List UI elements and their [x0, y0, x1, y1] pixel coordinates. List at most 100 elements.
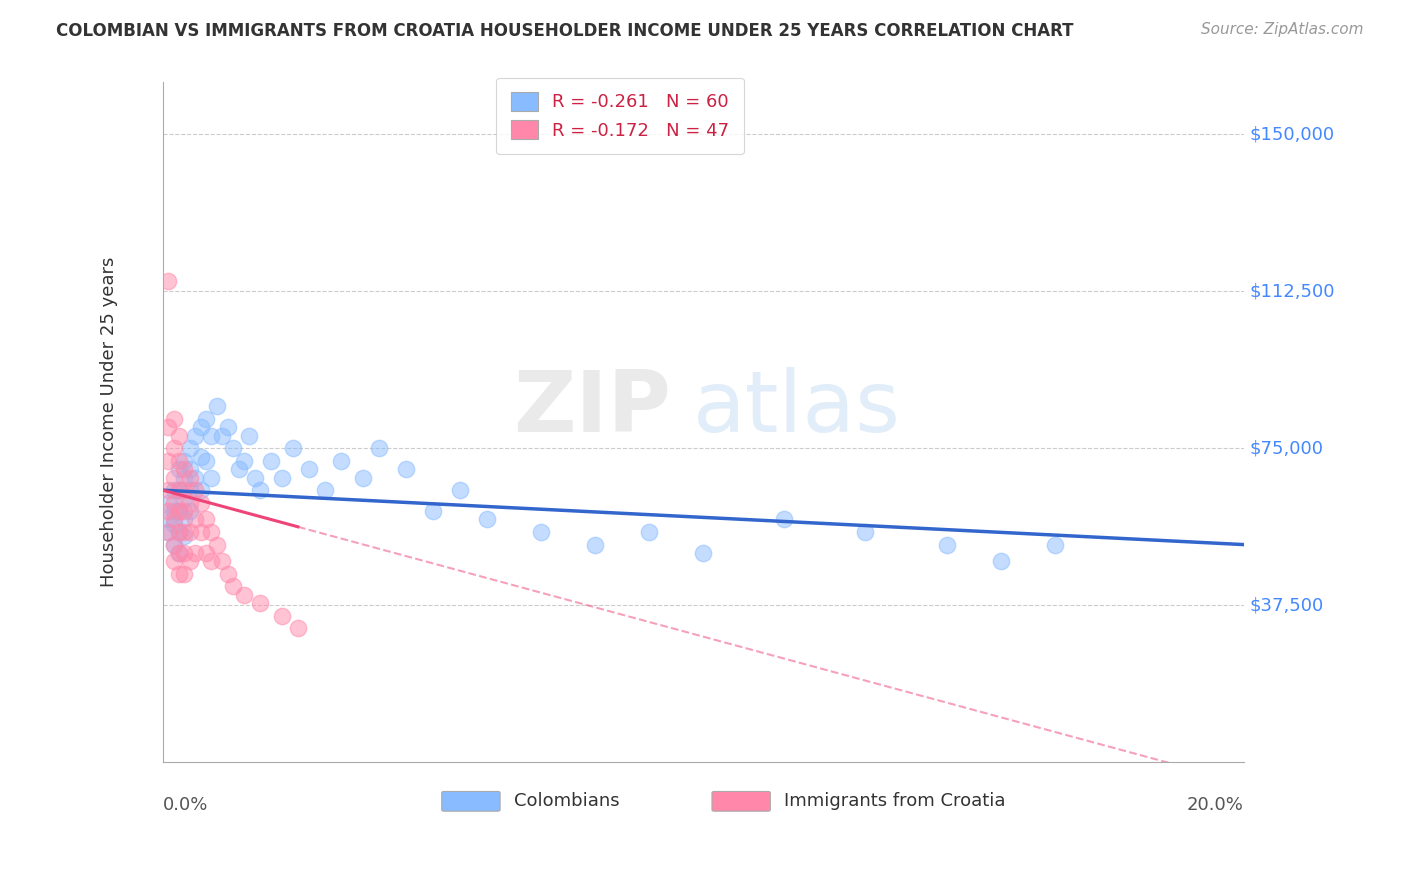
Point: [232, 454, 254, 468]
Point: [163, 516, 186, 531]
Point: [395, 462, 418, 476]
Point: [173, 462, 195, 476]
Point: [157, 420, 180, 434]
FancyBboxPatch shape: [711, 791, 770, 811]
Point: [475, 512, 498, 526]
Point: [228, 462, 250, 476]
Point: [190, 450, 212, 464]
Point: [173, 529, 195, 543]
Point: [167, 524, 190, 539]
Point: [855, 524, 877, 539]
Point: [157, 496, 180, 510]
Point: [200, 554, 222, 568]
Point: [184, 429, 207, 443]
Point: [530, 524, 553, 539]
Point: [157, 454, 180, 468]
Point: [990, 554, 1012, 568]
Point: [583, 538, 606, 552]
Point: [184, 546, 207, 560]
Point: [173, 454, 195, 468]
Point: [368, 442, 391, 456]
Point: [281, 442, 304, 456]
Point: [314, 483, 336, 498]
Text: ZIP: ZIP: [513, 368, 671, 450]
Text: COLOMBIAN VS IMMIGRANTS FROM CROATIA HOUSEHOLDER INCOME UNDER 25 YEARS CORRELATI: COLOMBIAN VS IMMIGRANTS FROM CROATIA HOU…: [56, 22, 1074, 40]
Point: [935, 538, 957, 552]
Point: [222, 579, 245, 593]
Point: [287, 621, 309, 635]
Point: [163, 442, 186, 456]
Point: [167, 429, 190, 443]
Point: [163, 483, 186, 498]
Point: [692, 546, 714, 560]
Point: [217, 420, 239, 434]
Point: [773, 512, 796, 526]
Point: [200, 470, 222, 484]
Point: [200, 524, 222, 539]
Point: [173, 483, 195, 498]
Point: [173, 566, 195, 581]
Point: [179, 442, 201, 456]
Point: [179, 462, 201, 476]
Text: atlas: atlas: [693, 368, 900, 450]
Point: [167, 546, 190, 560]
Point: [163, 470, 186, 484]
Point: [179, 504, 201, 518]
Point: [173, 512, 195, 526]
Point: [270, 470, 292, 484]
Point: [163, 412, 186, 426]
Point: [163, 512, 186, 526]
Point: [195, 546, 218, 560]
Point: [260, 454, 283, 468]
Point: [173, 546, 195, 560]
Point: [1043, 538, 1066, 552]
Point: [163, 538, 186, 552]
Text: 0.0%: 0.0%: [163, 797, 208, 814]
Point: [173, 491, 195, 506]
Point: [195, 412, 218, 426]
Point: [179, 524, 201, 539]
Point: [167, 524, 190, 539]
Text: $150,000: $150,000: [1249, 126, 1334, 144]
Point: [238, 429, 260, 443]
Point: [163, 504, 186, 518]
Point: [179, 554, 201, 568]
FancyBboxPatch shape: [441, 791, 501, 811]
Point: [173, 524, 195, 539]
Text: 20.0%: 20.0%: [1187, 797, 1244, 814]
Text: Householder Income Under 25 years: Householder Income Under 25 years: [100, 257, 118, 587]
Legend: R = -0.261   N = 60, R = -0.172   N = 47: R = -0.261 N = 60, R = -0.172 N = 47: [496, 78, 744, 154]
Point: [167, 483, 190, 498]
Point: [270, 608, 292, 623]
Point: [249, 483, 271, 498]
Point: [163, 554, 186, 568]
Text: $37,500: $37,500: [1249, 596, 1323, 615]
Point: [184, 470, 207, 484]
Point: [211, 429, 233, 443]
Point: [157, 274, 180, 288]
Point: [184, 512, 207, 526]
Point: [222, 442, 245, 456]
Text: $112,500: $112,500: [1249, 283, 1334, 301]
Point: [179, 496, 201, 510]
Point: [211, 554, 233, 568]
Point: [167, 483, 190, 498]
Point: [179, 483, 201, 498]
Point: [205, 400, 228, 414]
Point: [167, 462, 190, 476]
Point: [163, 496, 186, 510]
Point: [167, 504, 190, 518]
Point: [163, 538, 186, 552]
Point: [195, 454, 218, 468]
Point: [422, 504, 444, 518]
Point: [200, 429, 222, 443]
Point: [157, 483, 180, 498]
Point: [167, 566, 190, 581]
Text: Colombians: Colombians: [515, 792, 620, 810]
Point: [157, 504, 180, 518]
Point: [352, 470, 374, 484]
Point: [157, 524, 180, 539]
Point: [232, 588, 254, 602]
Point: [173, 470, 195, 484]
Point: [217, 566, 239, 581]
